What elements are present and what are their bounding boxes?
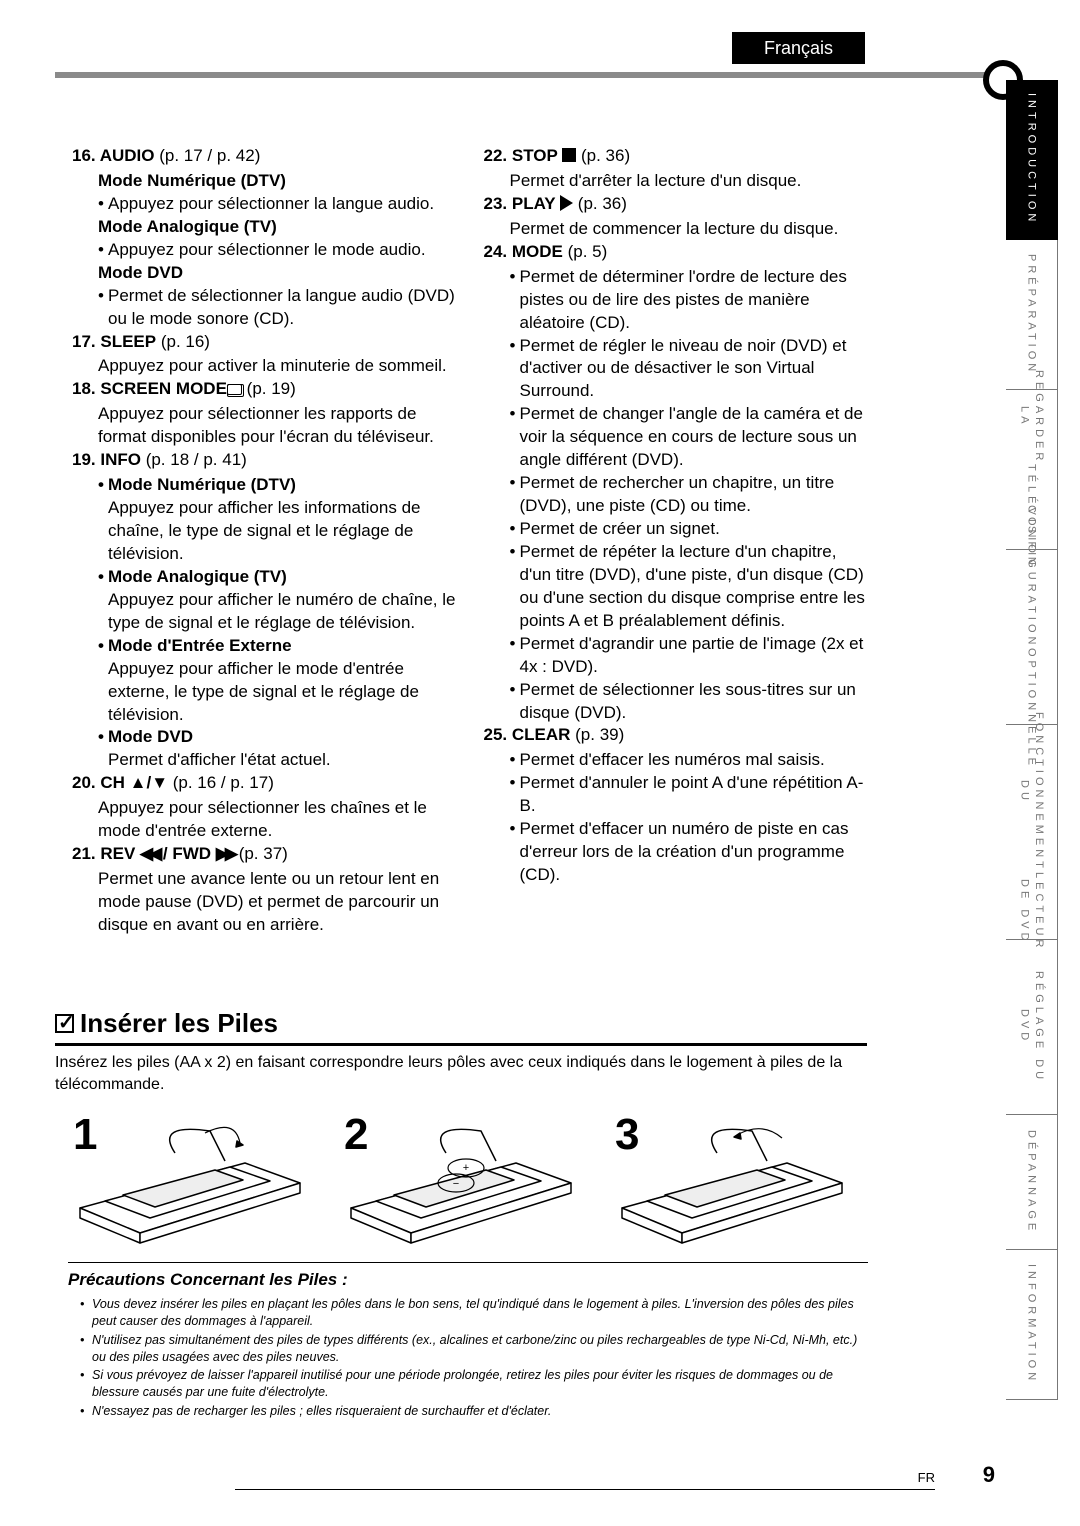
numbered-heading: 19. INFO (p. 18 / p. 41)	[72, 449, 456, 472]
left-column: 16. AUDIO (p. 17 / p. 42)Mode Numérique …	[72, 145, 456, 937]
language-tab: Français	[732, 32, 865, 64]
bullet-item: Permet de déterminer l'ordre de lecture …	[484, 266, 868, 335]
precautions-list: Vous devez insérer les piles en plaçant …	[68, 1296, 868, 1420]
right-column: 22. STOP (p. 36)Permet d'arrêter la lect…	[484, 145, 868, 937]
svg-text:+: +	[463, 1162, 469, 1174]
paragraph: Permet une avance lente ou un retour len…	[72, 868, 456, 937]
rev-icon: ◀◀	[140, 844, 158, 863]
bullet-item: Permet de régler le niveau de noir (DVD)…	[484, 335, 868, 404]
precaution-item: Si vous prévoyez de laisser l'appareil i…	[68, 1367, 868, 1401]
stop-icon	[562, 148, 576, 162]
precaution-item: N'utilisez pas simultanément des piles d…	[68, 1332, 868, 1366]
paragraph: Appuyez pour activer la minuterie de som…	[72, 355, 456, 378]
battery-section: Insérer les Piles Insérez les piles (AA …	[55, 1006, 867, 1260]
bullet-item: Appuyez pour sélectionner le mode audio.	[72, 239, 456, 262]
bullet-item: Permet d'agrandir une partie de l'image …	[484, 633, 868, 679]
bullet-item: Permet d'effacer les numéros mal saisis.	[484, 749, 868, 772]
play-icon	[560, 195, 573, 211]
bullet-item: Permet d'effacer un numéro de piste en c…	[484, 818, 868, 887]
numbered-heading: 18. SCREEN MODE (p. 19)	[72, 378, 456, 401]
paragraph: Appuyez pour afficher les informations d…	[72, 497, 456, 566]
remote-figure	[607, 1113, 857, 1253]
battery-text: Insérez les piles (AA x 2) en faisant co…	[55, 1052, 867, 1095]
precautions-box: Précautions Concernant les Piles : Vous …	[68, 1262, 868, 1422]
paragraph: Appuyez pour afficher le numéro de chaîn…	[72, 589, 456, 635]
paragraph: Permet de commencer la lecture du disque…	[484, 218, 868, 241]
side-tab[interactable]: FONCTIONNEMENT DULECTEUR DE DVD	[1006, 725, 1058, 940]
precaution-item: N'essayez pas de recharger les piles ; e…	[68, 1403, 868, 1420]
figure: 2+−	[336, 1113, 586, 1260]
sub-heading-bullet: Mode DVD	[72, 726, 456, 749]
side-tab[interactable]: DÉPANNAGE	[1006, 1115, 1058, 1250]
numbered-heading: 22. STOP (p. 36)	[484, 145, 868, 168]
paragraph: Appuyez pour sélectionner les chaînes et…	[72, 797, 456, 843]
figure-number: 3	[615, 1105, 639, 1164]
figure: 3	[607, 1113, 857, 1260]
remote-figure	[65, 1113, 315, 1253]
numbered-heading: 20. CH ▲/▼ (p. 16 / p. 17)	[72, 772, 456, 795]
bullet-item: Permet d'annuler le point A d'une répéti…	[484, 772, 868, 818]
bullet-item: Permet de sélectionner les sous-titres s…	[484, 679, 868, 725]
check-icon	[55, 1014, 74, 1033]
sub-heading: Mode DVD	[72, 262, 456, 285]
page-number: 9	[983, 1460, 995, 1490]
paragraph: Appuyez pour sélectionner les rapports d…	[72, 403, 456, 449]
side-tab[interactable]: RÉGLAGE DU DVD	[1006, 940, 1058, 1115]
sub-heading-bullet: Mode Numérique (DTV)	[72, 474, 456, 497]
bullet-item: Permet de sélectionner la langue audio (…	[72, 285, 456, 331]
numbered-heading: 24. MODE (p. 5)	[484, 241, 868, 264]
side-tab[interactable]: PRÉPARATION	[1006, 240, 1058, 390]
sub-heading-bullet: Mode d'Entrée Externe	[72, 635, 456, 658]
numbered-heading: 16. AUDIO (p. 17 / p. 42)	[72, 145, 456, 168]
screen-mode-icon	[227, 384, 242, 395]
svg-text:−: −	[453, 1178, 459, 1190]
header-rule	[55, 72, 995, 78]
side-tab[interactable]: INTRODUCTION	[1006, 80, 1058, 240]
paragraph: Appuyez pour afficher le mode d'entrée e…	[72, 658, 456, 727]
side-tab[interactable]: INFORMATION	[1006, 1250, 1058, 1400]
numbered-heading: 17. SLEEP (p. 16)	[72, 331, 456, 354]
bullet-item: Permet de changer l'angle de la caméra e…	[484, 403, 868, 472]
paragraph: Permet d'afficher l'état actuel.	[72, 749, 456, 772]
figure-number: 2	[344, 1105, 368, 1164]
figure-number: 1	[73, 1105, 97, 1164]
sub-heading: Mode Numérique (DTV)	[72, 170, 456, 193]
side-tabs: INTRODUCTIONPRÉPARATIONREGARDER LATÉLÉVI…	[1006, 80, 1058, 1400]
sub-heading: Mode Analogique (TV)	[72, 216, 456, 239]
bullet-item: Appuyez pour sélectionner la langue audi…	[72, 193, 456, 216]
bullet-item: Permet de créer un signet.	[484, 518, 868, 541]
figure-row: 12+−3	[55, 1113, 867, 1260]
bullet-item: Permet de rechercher un chapitre, un tit…	[484, 472, 868, 518]
content-columns: 16. AUDIO (p. 17 / p. 42)Mode Numérique …	[72, 145, 867, 937]
numbered-heading: 25. CLEAR (p. 39)	[484, 724, 868, 747]
bullet-item: Permet de répéter la lecture d'un chapit…	[484, 541, 868, 633]
side-tab[interactable]: CONFIGURATIONOPTIONNELLE	[1006, 550, 1058, 725]
remote-figure: +−	[336, 1113, 586, 1253]
paragraph: Permet d'arrêter la lecture d'un disque.	[484, 170, 868, 193]
fwd-icon: ▶▶	[216, 844, 234, 863]
battery-title: Insérer les Piles	[55, 1006, 867, 1046]
numbered-heading: 21. REV ◀◀ / FWD ▶▶ (p. 37)	[72, 843, 456, 866]
precautions-title: Précautions Concernant les Piles :	[68, 1269, 868, 1292]
ch-updown-icon: ▲/▼	[130, 773, 168, 792]
footer-lang: FR	[235, 1469, 935, 1490]
sub-heading-bullet: Mode Analogique (TV)	[72, 566, 456, 589]
numbered-heading: 23. PLAY (p. 36)	[484, 193, 868, 216]
precaution-item: Vous devez insérer les piles en plaçant …	[68, 1296, 868, 1330]
figure: 1	[65, 1113, 315, 1260]
